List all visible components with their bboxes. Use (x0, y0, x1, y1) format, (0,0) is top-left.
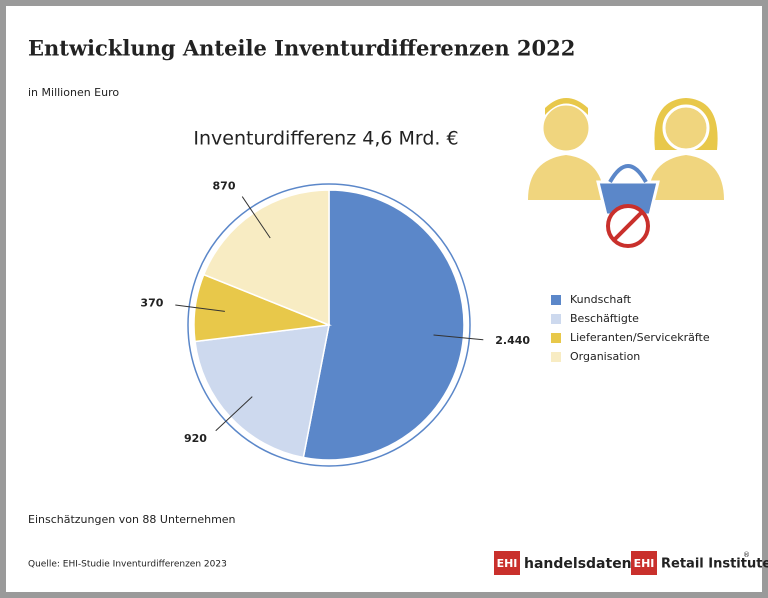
pie-ring (187, 183, 471, 467)
logo-box (631, 551, 657, 575)
legend-label: Lieferanten/Servicekräfte (570, 331, 710, 344)
registered: ® (743, 551, 750, 559)
legend-swatch (551, 314, 561, 324)
legend-swatch (551, 333, 561, 343)
legend-swatch (551, 352, 561, 362)
data-label: 2.440 (495, 334, 530, 347)
source: Quelle: EHI-Studie Inventurdifferenzen 2… (28, 560, 227, 570)
data-label: 370 (140, 296, 163, 309)
leader-line (241, 196, 271, 239)
data-label: 920 (184, 432, 207, 445)
logo-text: handelsdaten.de (524, 556, 657, 572)
leader-line (215, 396, 253, 432)
logo-ehi: EHI (634, 557, 655, 570)
logo-box (494, 551, 520, 575)
data-label: 870 (213, 180, 236, 193)
logo-ehi: EHI (497, 557, 518, 570)
chart-title: Entwicklung Anteile Inventurdifferenzen … (28, 36, 575, 61)
logo-text: Retail Institute (661, 557, 768, 572)
subtitle: in Millionen Euro (28, 86, 119, 99)
pie-title: Inventurdifferenz 4,6 Mrd. € (193, 128, 458, 150)
legend-label: Organisation (570, 350, 640, 363)
legend-swatch (551, 295, 561, 305)
legend-label: Kundschaft (570, 293, 632, 306)
note: Einschätzungen von 88 Unternehmen (28, 513, 236, 526)
people-icon (528, 98, 724, 248)
leader-line (175, 304, 225, 312)
legend-label: Beschäftigte (570, 312, 639, 325)
leader-line (433, 334, 484, 341)
